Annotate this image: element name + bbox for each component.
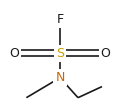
Text: S: S (56, 47, 64, 60)
Text: F: F (56, 13, 64, 27)
Text: O: O (101, 47, 111, 60)
Text: N: N (55, 71, 65, 84)
Text: O: O (9, 47, 19, 60)
